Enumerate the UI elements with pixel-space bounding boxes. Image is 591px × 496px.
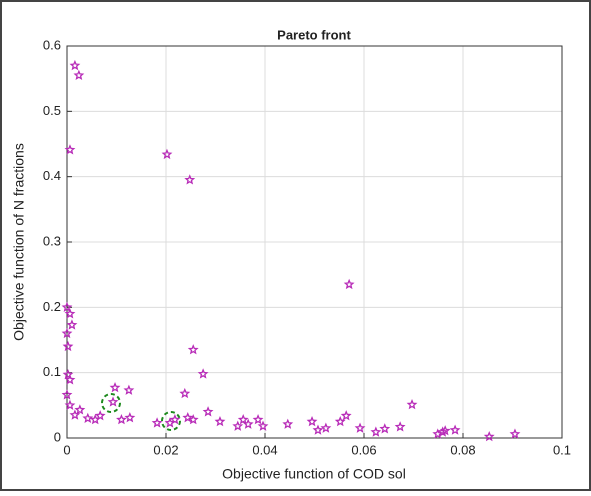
- point: [354, 422, 366, 433]
- point: [61, 389, 73, 400]
- point: [257, 420, 269, 431]
- point: [334, 415, 346, 427]
- y-tick-label: 0.1: [43, 364, 61, 379]
- point: [64, 374, 76, 385]
- point: [312, 424, 324, 435]
- point: [73, 69, 85, 81]
- point: [62, 340, 74, 352]
- point: [306, 415, 318, 427]
- point: [64, 399, 76, 410]
- point: [116, 414, 127, 425]
- point: [282, 418, 294, 429]
- point: [179, 387, 191, 399]
- point: [237, 414, 249, 425]
- y-axis-label: Objective function of N fractions: [11, 143, 27, 341]
- x-tick-label: 0: [63, 442, 70, 457]
- point: [184, 174, 196, 185]
- x-tick-label: 0.04: [252, 442, 277, 457]
- point: [61, 327, 73, 339]
- point: [197, 368, 209, 379]
- point: [107, 396, 119, 407]
- point: [483, 430, 495, 442]
- point: [66, 319, 78, 330]
- y-tick-label: 0.4: [43, 168, 61, 183]
- highlight-circle: [101, 393, 121, 413]
- point: [124, 412, 136, 423]
- x-axis-label: Objective function of COD sol: [222, 466, 406, 482]
- point: [123, 384, 135, 395]
- point: [161, 148, 173, 160]
- point: [64, 308, 76, 319]
- point: [151, 417, 163, 428]
- point: [394, 421, 406, 432]
- highlight-circle: [161, 411, 181, 431]
- x-tick-label: 0.08: [450, 442, 475, 457]
- point: [406, 398, 418, 410]
- point: [62, 368, 74, 380]
- point: [74, 404, 86, 415]
- y-tick-label: 0.2: [43, 299, 61, 314]
- point: [252, 414, 264, 425]
- point: [187, 344, 199, 355]
- point: [182, 412, 194, 423]
- point: [69, 409, 81, 420]
- point: [169, 414, 181, 425]
- point: [340, 410, 352, 421]
- point: [64, 144, 76, 155]
- point: [370, 426, 382, 437]
- point: [379, 423, 391, 434]
- point: [242, 418, 254, 429]
- y-tick-label: 0.6: [43, 37, 61, 52]
- x-tick-label: 0.02: [153, 442, 178, 457]
- y-tick-label: 0: [54, 429, 61, 444]
- point: [69, 59, 81, 71]
- point: [439, 425, 451, 436]
- point: [94, 410, 106, 421]
- point: [320, 422, 332, 433]
- y-tick-label: 0.3: [43, 233, 61, 248]
- point: [109, 381, 121, 393]
- chart-title: Pareto front: [277, 27, 351, 42]
- point: [61, 301, 73, 312]
- point: [509, 428, 521, 439]
- point: [187, 414, 199, 425]
- y-tick-label: 0.5: [43, 103, 61, 118]
- point: [202, 406, 214, 417]
- x-tick-label: 0.06: [351, 442, 376, 457]
- point: [343, 278, 355, 290]
- point: [82, 412, 94, 424]
- point: [449, 424, 461, 435]
- point: [232, 420, 244, 431]
- point: [214, 415, 226, 427]
- x-tick-label: 0.1: [553, 442, 571, 457]
